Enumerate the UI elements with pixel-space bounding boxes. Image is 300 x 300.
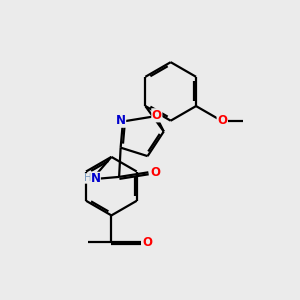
- Text: H: H: [84, 173, 92, 184]
- Text: O: O: [152, 109, 162, 122]
- Text: N: N: [116, 114, 126, 127]
- Text: O: O: [150, 166, 160, 179]
- Text: O: O: [217, 114, 227, 127]
- Text: N: N: [91, 172, 100, 185]
- Text: O: O: [142, 236, 153, 249]
